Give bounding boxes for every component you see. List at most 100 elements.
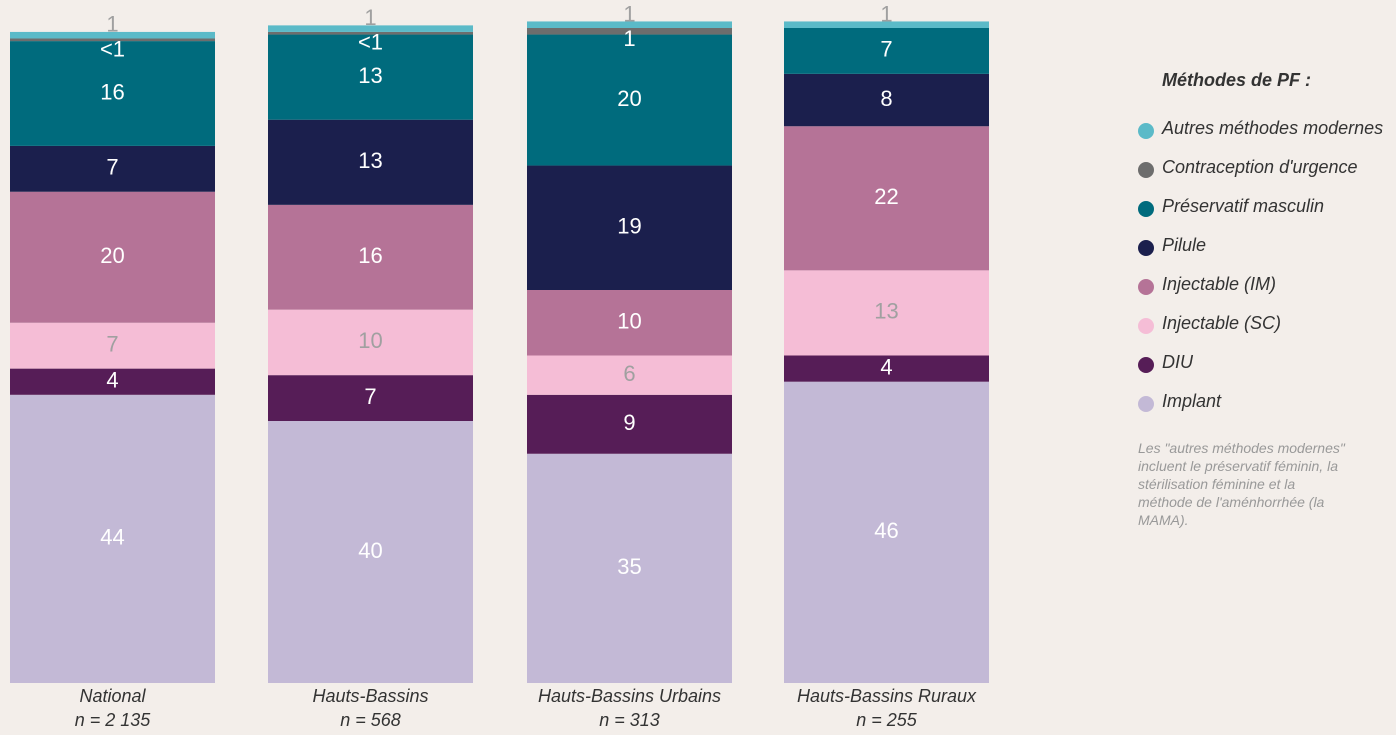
legend-label: Autres méthodes modernes xyxy=(1162,118,1384,138)
legend-item: Implant xyxy=(1138,390,1388,429)
legend-item: Pilule xyxy=(1138,234,1388,273)
value-label: 20 xyxy=(100,243,124,268)
sample-size: n = 2 135 xyxy=(75,710,152,730)
legend-label: Préservatif masculin xyxy=(1162,196,1325,216)
bar-segment xyxy=(784,270,989,356)
note: Les "autres méthodes modernes" incluent … xyxy=(1138,440,1345,528)
legend-swatch xyxy=(1138,357,1154,373)
bar-segment xyxy=(10,38,215,42)
bar-segment xyxy=(527,355,732,395)
value-label: 7 xyxy=(106,155,118,180)
value-label: 4 xyxy=(880,354,892,379)
bar-segment xyxy=(784,355,989,382)
value-label: 8 xyxy=(880,86,892,111)
bar-segment xyxy=(268,421,473,683)
value-label: 1 xyxy=(880,1,892,26)
legend-item: DIU xyxy=(1138,351,1388,390)
legend-item: Injectable (SC) xyxy=(1138,312,1388,351)
value-label: 7 xyxy=(880,37,892,62)
bar-segment xyxy=(784,126,989,271)
value-label: 10 xyxy=(358,328,382,353)
value-label: 7 xyxy=(106,331,118,356)
bar-segment xyxy=(10,322,215,369)
bar-segment xyxy=(268,34,473,120)
bar-segment xyxy=(268,375,473,421)
x-tick-label: Hauts-Bassins Urbains xyxy=(538,686,721,706)
value-label: 22 xyxy=(874,184,898,209)
value-label: 1 xyxy=(623,1,635,26)
legend-items: Autres méthodes modernes Contraception d'… xyxy=(1138,117,1388,429)
legend-swatch xyxy=(1138,279,1154,295)
bar-segment xyxy=(784,28,989,74)
value-label: 44 xyxy=(100,525,124,550)
value-label: 6 xyxy=(623,361,635,386)
x-tick-label: National xyxy=(79,686,146,706)
sample-size: n = 568 xyxy=(340,710,401,730)
sample-size: n = 313 xyxy=(599,710,660,730)
bar-segment xyxy=(527,165,732,290)
bar-segment xyxy=(527,394,732,454)
legend-swatch xyxy=(1138,123,1154,139)
legend-item: Autres méthodes modernes xyxy=(1138,117,1388,156)
bar-segment xyxy=(268,25,473,32)
value-label: <1 xyxy=(358,30,383,55)
legend-item: Injectable (IM) xyxy=(1138,273,1388,312)
legend-item: Contraception d'urgence xyxy=(1138,156,1388,195)
bar-segment xyxy=(268,31,473,35)
value-label: 1 xyxy=(623,26,635,51)
value-label: 7 xyxy=(364,384,376,409)
value-label: 1 xyxy=(364,5,376,30)
legend-label: Injectable (SC) xyxy=(1162,313,1282,333)
legend-label: DIU xyxy=(1162,352,1193,372)
value-label: 19 xyxy=(617,214,641,239)
bar-segment xyxy=(10,394,215,683)
value-label: 10 xyxy=(617,309,641,334)
value-label: 4 xyxy=(106,368,118,393)
legend-label: Implant xyxy=(1162,391,1222,411)
bar-segment xyxy=(268,119,473,205)
bar-segment xyxy=(527,290,732,356)
legend-swatch xyxy=(1138,318,1154,334)
value-label: 13 xyxy=(874,299,898,324)
value-label: 9 xyxy=(623,410,635,435)
legend-item: Préservatif masculin xyxy=(1138,195,1388,234)
value-label: 20 xyxy=(617,86,641,111)
bar-segment xyxy=(527,34,732,166)
bar-segment xyxy=(784,381,989,683)
bar-segment xyxy=(10,191,215,323)
value-label: 40 xyxy=(358,538,382,563)
bar-segment xyxy=(10,368,215,395)
legend-swatch xyxy=(1138,396,1154,412)
bar-segment xyxy=(10,145,215,192)
bar-segment xyxy=(527,453,732,683)
value-label: <1 xyxy=(100,36,125,61)
sample-size: n = 255 xyxy=(856,710,918,730)
bar-segment xyxy=(784,73,989,127)
legend-swatch xyxy=(1138,162,1154,178)
legend-label: Injectable (IM) xyxy=(1162,274,1277,294)
bar-segment xyxy=(268,204,473,310)
bar-segment xyxy=(268,309,473,376)
legend-swatch xyxy=(1138,240,1154,256)
legend: Méthodes de PF : Autres méthodes moderne… xyxy=(1138,70,1388,529)
bar-segment xyxy=(10,31,215,39)
x-tick-label: Hauts-Bassins xyxy=(312,686,428,706)
legend-label: Pilule xyxy=(1162,235,1207,255)
value-label: 46 xyxy=(874,518,898,543)
value-label: 16 xyxy=(358,243,382,268)
bar-segment xyxy=(784,21,989,28)
bar-segment xyxy=(527,21,732,28)
value-label: 13 xyxy=(358,148,382,173)
value-label: 13 xyxy=(358,63,382,88)
bar-segment xyxy=(10,41,215,146)
x-tick-label: Hauts-Bassins Ruraux xyxy=(797,686,977,706)
legend-label: Contraception d'urgence xyxy=(1162,157,1358,177)
legend-swatch xyxy=(1138,201,1154,217)
value-label: 16 xyxy=(100,79,124,104)
bar-segment xyxy=(527,28,732,35)
value-label: 1 xyxy=(106,12,118,37)
legend-title: Méthodes de PF : xyxy=(1162,70,1312,90)
value-label: 35 xyxy=(617,554,641,579)
